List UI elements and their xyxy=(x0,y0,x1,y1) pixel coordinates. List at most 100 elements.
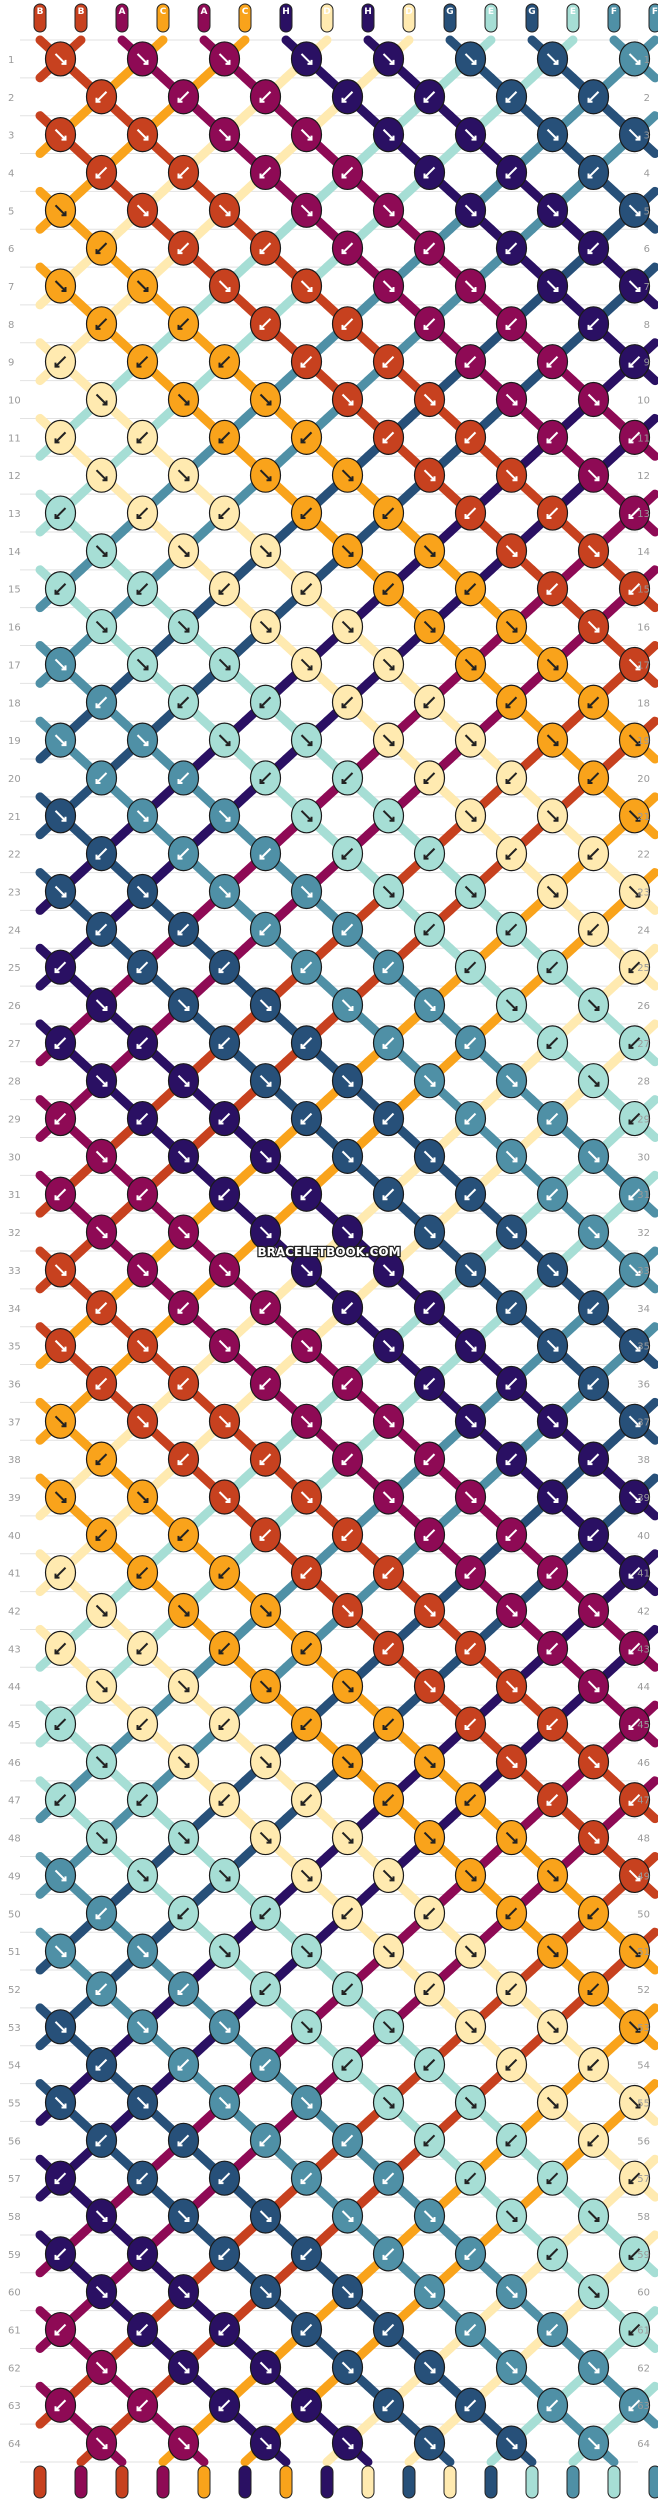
knot-arrow-icon xyxy=(628,431,641,444)
knot-arrow-head-icon xyxy=(389,1876,395,1882)
knot-arrow-icon xyxy=(587,1074,600,1087)
knot-arrow-icon xyxy=(382,810,395,822)
knot-arrow-head-icon xyxy=(628,1043,634,1049)
knot-arrow-icon xyxy=(259,545,272,557)
knot-arrow-icon xyxy=(546,1264,559,1276)
knot-arrow-head-icon xyxy=(628,2330,634,2336)
knot-arrow-head-icon xyxy=(300,1043,306,1049)
knot-arrow-head-icon xyxy=(635,1952,641,1958)
knot-arrow-head-icon xyxy=(307,211,313,217)
knot-arrow-head-icon xyxy=(259,1384,265,1390)
knot-arrow-head-icon xyxy=(143,1270,149,1276)
knot-arrow-head-icon xyxy=(635,1422,641,1428)
knot-arrow-icon xyxy=(54,583,67,595)
knot-arrow-head-icon xyxy=(102,1838,108,1844)
knot-arrow-icon xyxy=(423,1453,436,1465)
knot-arrow-head-icon xyxy=(54,2330,60,2336)
knot-arrow-icon xyxy=(95,2285,108,2298)
knot-arrow-head-icon xyxy=(389,892,395,898)
knot-arrow-head-icon xyxy=(635,665,641,671)
knot-arrow-head-icon xyxy=(512,1611,518,1617)
knot-arrow-icon xyxy=(587,1680,600,1692)
knot-arrow-icon xyxy=(95,847,108,860)
knot-arrow-head-icon xyxy=(464,589,470,595)
knot-arrow-head-icon xyxy=(553,135,559,141)
knot-arrow-head-icon xyxy=(61,1422,67,1428)
row-number: 51 xyxy=(637,1947,650,1958)
knot-arrow-icon xyxy=(464,2248,477,2260)
knot-arrow-icon xyxy=(300,204,313,217)
knot-arrow-head-icon xyxy=(95,2141,101,2147)
knot-arrow-icon xyxy=(628,810,641,822)
knot-arrow-icon xyxy=(341,2058,354,2071)
knot-arrow-head-icon xyxy=(218,362,224,368)
knot-arrow-icon xyxy=(300,1188,313,1200)
knot-arrow-icon xyxy=(587,2058,600,2071)
knot-arrow-icon xyxy=(546,1642,559,1655)
knot-arrow-icon xyxy=(546,1112,559,1125)
knot-arrow-icon xyxy=(300,1869,313,1882)
knot-arrow-head-icon xyxy=(471,1346,477,1352)
row-number: 29 xyxy=(637,1115,650,1126)
knot-arrow-head-icon xyxy=(300,438,306,444)
knot-arrow-head-icon xyxy=(635,1497,641,1503)
knot-arrow-icon xyxy=(628,1264,641,1276)
knot-arrow-head-icon xyxy=(225,2103,231,2109)
knot-arrow-icon xyxy=(587,91,600,103)
knot-arrow-icon xyxy=(382,431,395,444)
knot-arrow-icon xyxy=(177,1453,190,1465)
knot-arrow-head-icon xyxy=(266,2444,272,2450)
row-number: 15 xyxy=(8,585,21,596)
knot-arrow-icon xyxy=(95,91,108,103)
row-number: 29 xyxy=(8,1115,21,1126)
knot-arrow-head-icon xyxy=(423,854,429,860)
knot-arrow-head-icon xyxy=(382,2179,388,2185)
knot-arrow-icon xyxy=(382,204,395,217)
row-number: 51 xyxy=(8,1947,21,1958)
string-start xyxy=(648,3,658,33)
knot-arrow-icon xyxy=(177,847,190,860)
string-start xyxy=(361,3,375,33)
knot-arrow-icon xyxy=(136,1566,149,1579)
row-number: 36 xyxy=(8,1379,21,1390)
row-number: 22 xyxy=(8,850,21,861)
knot-arrow-icon xyxy=(587,2361,600,2374)
knot-arrow-head-icon xyxy=(628,1800,634,1806)
knot-arrow-head-icon xyxy=(184,2368,190,2374)
knot-arrow-head-icon xyxy=(177,173,183,179)
knot-arrow-head-icon xyxy=(464,2330,470,2336)
knot-arrow-icon xyxy=(136,658,149,671)
row-number: 3 xyxy=(8,131,14,142)
knot-arrow-head-icon xyxy=(143,211,149,217)
knot-arrow-head-icon xyxy=(177,249,183,255)
knot-arrow-icon xyxy=(218,1339,231,1352)
row-number: 10 xyxy=(8,396,21,407)
knot-arrow-head-icon xyxy=(307,816,313,822)
knot-arrow-head-icon xyxy=(587,854,593,860)
knot-arrow-head-icon xyxy=(177,1384,183,1390)
row-numbers-left: 1234567891011121314151617181920212223242… xyxy=(8,55,21,2450)
knot-arrow-head-icon xyxy=(266,1081,272,1087)
knot-arrow-icon xyxy=(177,242,190,254)
knot-arrow-head-icon xyxy=(177,854,183,860)
knot-arrow-icon xyxy=(546,1415,559,1428)
knot-arrow-icon xyxy=(95,1150,108,1163)
knot-arrow-icon xyxy=(464,204,477,217)
knot-arrow-icon xyxy=(505,1453,518,1465)
knot-arrow-icon xyxy=(259,1226,272,1238)
knot-arrow-head-icon xyxy=(266,1006,272,1012)
knot-arrow-head-icon xyxy=(143,2103,149,2109)
knot-arrow-icon xyxy=(505,923,518,936)
knot-arrow-icon xyxy=(177,166,190,179)
knot-arrow-head-icon xyxy=(389,741,395,747)
knot-arrow-icon xyxy=(423,1302,436,1314)
knot-arrow-icon xyxy=(218,355,231,368)
knot-arrow-head-icon xyxy=(505,97,511,103)
knot-arrow-icon xyxy=(136,1112,149,1125)
knot-arrow-head-icon xyxy=(184,551,190,557)
knot-arrow-icon xyxy=(382,507,395,519)
knot-arrow-icon xyxy=(341,1604,354,1617)
knot-arrow-icon xyxy=(505,393,518,406)
knot-arrow-icon xyxy=(587,469,600,481)
string-start xyxy=(238,3,252,33)
